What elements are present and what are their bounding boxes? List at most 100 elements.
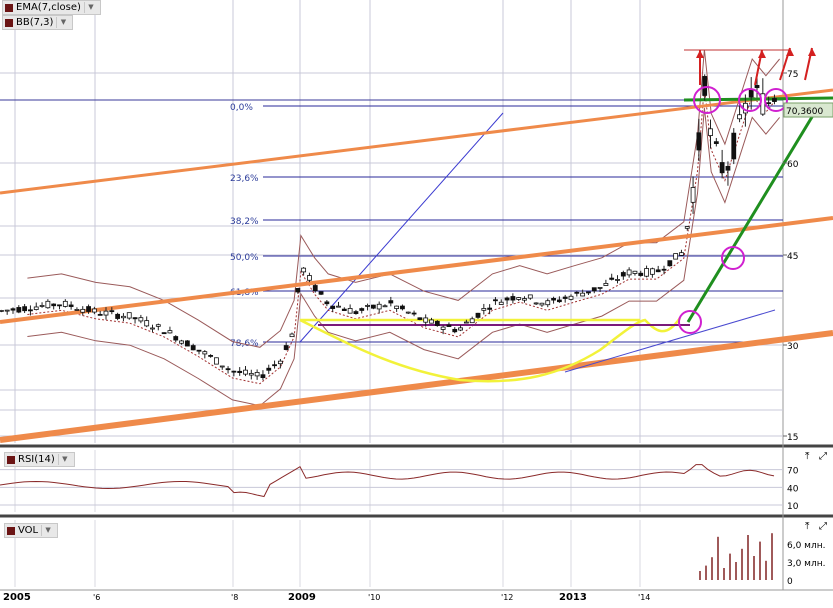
candle-body: [527, 294, 533, 299]
candle-body: [632, 270, 638, 274]
candle-body: [481, 308, 487, 311]
highlight-circle: [721, 246, 745, 270]
trend-lines: [0, 49, 833, 443]
indicator-label-ema: EMA(7,close): [16, 2, 81, 13]
indicator-color-swatch: [7, 455, 15, 464]
chevron-down-icon[interactable]: ▼: [57, 454, 71, 465]
indicator-label-rsi: RSI(14): [18, 454, 55, 465]
candle-body: [132, 317, 138, 320]
trend-line-orange: [0, 330, 833, 443]
candle-body: [248, 373, 254, 376]
rsi-line: [0, 464, 775, 498]
candle-body: [696, 132, 702, 151]
maximize-panel-icon[interactable]: ⤒: [805, 451, 810, 462]
indicator-color-swatch: [5, 3, 13, 12]
chevron-down-icon[interactable]: ▼: [83, 2, 97, 13]
candle-body: [231, 370, 237, 373]
candle-body: [510, 296, 516, 301]
candle-body: [586, 291, 591, 294]
volume-panel: 6,0 млн. 3,0 млн. 0: [699, 533, 825, 587]
candle-body: [725, 165, 731, 171]
candle-body: [16, 307, 22, 313]
vol-tick-label: 0: [787, 577, 793, 587]
candle-body: [341, 308, 347, 311]
candle-body: [609, 277, 615, 280]
price-panel-bg: [0, 0, 833, 443]
candle-body: [376, 303, 382, 310]
candle-body: [173, 336, 179, 341]
x-tick-label: '10: [368, 593, 380, 602]
rsi-tick-label: 70: [787, 467, 799, 477]
candle-body: [184, 340, 190, 347]
time-axis: 2005 '6 '8 2009 '10 '12 2013 '14: [3, 592, 650, 603]
candle-body: [336, 305, 341, 308]
candle-body: [655, 269, 661, 273]
candle-body: [138, 317, 144, 322]
candle-body: [411, 312, 417, 315]
candle-body: [260, 374, 266, 379]
candle-body: [713, 141, 719, 144]
candle-body: [370, 304, 376, 309]
indicator-color-swatch: [5, 18, 13, 27]
y-tick-label: 30: [787, 342, 799, 352]
candle-body: [4, 309, 10, 312]
support-line-blue: [564, 309, 776, 373]
maximize-panel-icon[interactable]: ⤒: [805, 521, 810, 532]
candle-body: [155, 324, 161, 327]
indicator-tag-vol[interactable]: VOL ▼: [4, 523, 59, 538]
candle-body: [615, 279, 620, 281]
arrow-head-red: [786, 48, 794, 56]
fib-anchor-line: [299, 112, 504, 343]
candle-body: [766, 102, 772, 105]
candle-body: [62, 300, 68, 307]
candle-body: [121, 315, 126, 319]
candle-body: [737, 114, 742, 120]
candle-body: [307, 275, 312, 281]
candle-body: [237, 370, 243, 374]
candle-body: [289, 333, 295, 338]
price-candles: [0, 74, 777, 381]
y-tick-label: 15: [787, 433, 798, 443]
x-tick-label: '12: [501, 593, 513, 602]
fib-level-label: 0,0%: [230, 103, 253, 113]
candle-body: [196, 349, 202, 352]
candle-body: [91, 308, 97, 313]
candle-body: [208, 355, 214, 357]
candle-body: [243, 369, 248, 375]
candle-body: [97, 313, 103, 316]
candle-body: [661, 268, 667, 271]
candle-body: [638, 272, 644, 276]
chevron-down-icon[interactable]: ▼: [41, 525, 54, 536]
trend-line-green: [686, 111, 817, 323]
indicator-tag-rsi[interactable]: RSI(14) ▼: [4, 452, 75, 467]
candle-body: [452, 328, 458, 333]
y-tick-label: 45: [787, 252, 798, 262]
candle-body: [359, 308, 365, 311]
candle-body: [57, 304, 62, 307]
trend-line-green: [683, 96, 833, 102]
candle-body: [51, 303, 57, 307]
price-axis: 75 60 45 30 15 70,3600: [783, 70, 833, 443]
vol-tick-label: 3,0 млн.: [787, 559, 825, 569]
expand-panel-icon[interactable]: ⤢: [819, 451, 827, 462]
candle-body: [179, 340, 184, 344]
candle-body: [533, 302, 539, 305]
candle-body: [272, 364, 277, 367]
chevron-down-icon[interactable]: ▼: [56, 17, 69, 28]
trend-line-orange: [0, 88, 833, 195]
candle-body: [190, 345, 196, 351]
indicator-tag-ema[interactable]: EMA(7,close) ▼: [2, 0, 101, 15]
candle-body: [458, 327, 463, 331]
candle-body: [434, 320, 440, 326]
candle-body: [388, 300, 394, 304]
expand-panel-icon[interactable]: ⤢: [819, 521, 827, 532]
indicator-tag-bb[interactable]: BB(7,3) ▼: [2, 15, 74, 30]
y-tick-label: 60: [787, 160, 799, 170]
candle-body: [0, 310, 4, 312]
bb-upper: [27, 49, 780, 348]
y-tick-label: 75: [787, 70, 798, 80]
candle-body: [202, 351, 208, 355]
candle-body: [644, 268, 649, 277]
candle-body: [754, 84, 760, 89]
candle-body: [667, 260, 673, 267]
